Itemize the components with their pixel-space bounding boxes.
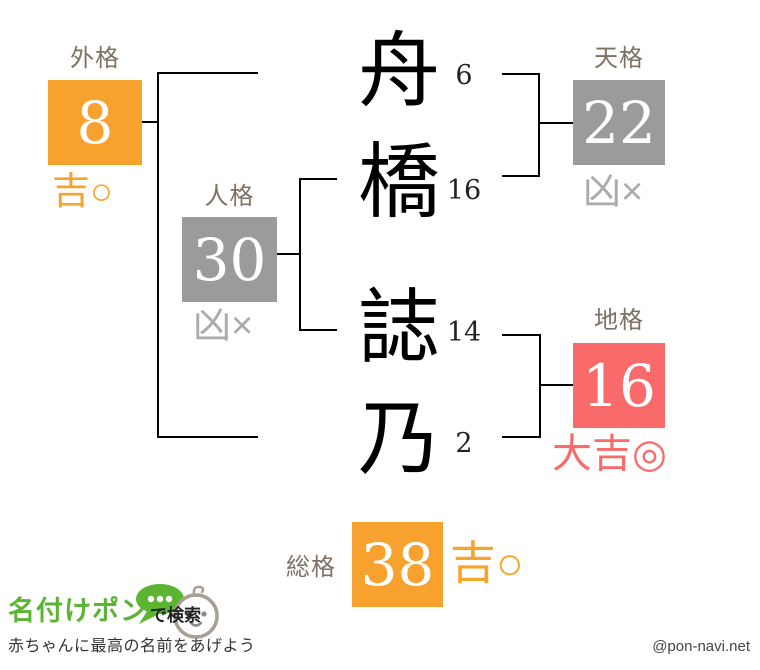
tenkaku-label: 天格 <box>594 45 644 72</box>
stroke-count: 16 <box>446 175 482 206</box>
soukaku-value-box: 38 <box>352 522 443 607</box>
connector-line <box>141 121 159 123</box>
stroke-count: 14 <box>446 317 482 348</box>
connector-line <box>502 334 541 336</box>
tenkaku-value: 22 <box>582 88 656 157</box>
name-char: 橋 <box>357 135 440 230</box>
name-char: 乃 <box>357 392 440 487</box>
connector-line <box>502 73 540 75</box>
connector-line <box>277 253 301 255</box>
chikaku-value: 16 <box>582 351 656 420</box>
gaikaku-value: 8 <box>76 88 114 157</box>
name-char: 舟 <box>357 24 440 119</box>
brand-name: 名付けポン <box>8 596 148 626</box>
speech-bubble-icon <box>136 584 184 624</box>
connector-line <box>157 72 258 74</box>
stroke-count: 6 <box>455 60 473 91</box>
connector-line <box>502 175 540 177</box>
brand-lockup: 名付けポン で検索 <box>8 598 201 625</box>
baby-face-icon <box>173 585 219 639</box>
chikaku-value-box: 16 <box>573 343 665 428</box>
site-credit: @pon-navi.net <box>652 638 750 655</box>
soukaku-label: 総格 <box>286 554 336 581</box>
gaikaku-value-box: 8 <box>48 80 142 165</box>
tenkaku-rating: 凶× <box>583 171 644 213</box>
stroke-count: 2 <box>455 428 473 459</box>
connector-line <box>502 436 541 438</box>
connector-line <box>299 178 337 180</box>
connector-line <box>157 72 159 438</box>
connector-line <box>539 334 541 438</box>
jinkaku-value: 30 <box>192 225 267 294</box>
connector-line <box>541 384 573 386</box>
soukaku-value: 38 <box>360 530 435 599</box>
chikaku-label: 地格 <box>594 307 644 334</box>
jinkaku-rating: 凶× <box>193 305 254 347</box>
jinkaku-label: 人格 <box>204 183 255 210</box>
gaikaku-label: 外格 <box>70 45 120 72</box>
connector-line <box>299 329 337 331</box>
connector-line <box>157 436 258 438</box>
jinkaku-value-box: 30 <box>182 217 277 302</box>
connector-line <box>538 73 540 177</box>
soukaku-rating: 吉○ <box>450 537 524 589</box>
name-char: 誌 <box>357 281 440 376</box>
brand-tagline: 赤ちゃんに最高の名前をあげよう <box>8 638 256 655</box>
chikaku-rating: 大吉◎ <box>552 432 667 476</box>
brand-suffix: で検索 <box>150 606 201 625</box>
gaikaku-rating: 吉○ <box>52 171 113 213</box>
tenkaku-value-box: 22 <box>573 80 665 165</box>
connector-line <box>540 122 573 124</box>
